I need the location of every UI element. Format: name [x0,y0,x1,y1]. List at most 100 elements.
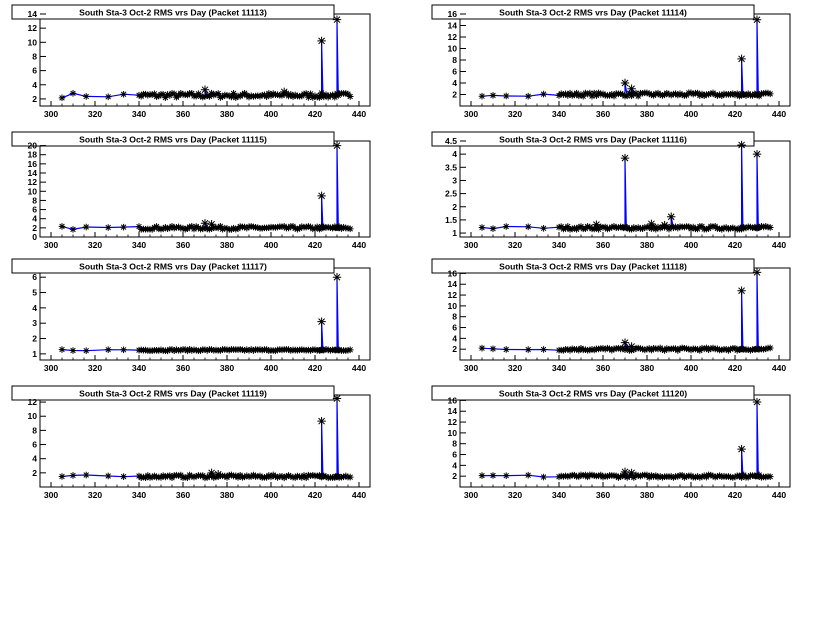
data-point [566,346,574,354]
data-point [203,474,211,481]
data-point [571,224,578,232]
data-point [243,472,251,480]
x-tick-label: 360 [596,240,611,250]
data-point [632,89,640,97]
data-point [575,223,583,231]
data-point [698,344,706,352]
data-point [752,268,762,277]
data-point [707,90,715,97]
data-point [245,347,253,354]
data-point [287,473,295,480]
data-point [694,346,701,353]
data-point [560,473,567,480]
y-tick-label: 14 [447,279,457,289]
data-point [256,346,264,353]
data-point [69,90,77,97]
data-point [687,346,695,354]
data-point [729,90,737,97]
y-tick-label: 8 [452,439,457,449]
y-tick-label: 14 [447,406,457,416]
x-tick-label: 340 [132,490,147,500]
data-point [737,54,746,64]
data-point [201,93,209,100]
data-point [656,473,664,480]
data-point [263,93,270,101]
data-point [727,345,734,353]
x-tick-label: 340 [132,109,147,119]
data-point [162,94,169,101]
data-point [188,473,196,480]
data-point [318,89,325,97]
data-point [327,92,334,99]
data-point [588,92,596,100]
data-point [599,224,607,231]
data-point [729,474,737,481]
chart-title: South Sta-3 Oct-2 RMS vrs Day (Packet 11… [499,8,687,18]
y-tick-label: 6 [32,440,37,450]
data-point [764,89,772,97]
data-point [283,89,290,97]
data-point [317,317,326,326]
data-point [634,92,642,100]
data-point [663,345,671,352]
data-point [647,219,656,229]
y-tick-label: 3.5 [445,162,457,172]
data-point [82,347,90,354]
data-point [104,224,112,231]
chart-title: South Sta-3 Oct-2 RMS vrs Day (Packet 11… [499,135,687,145]
x-tick-label: 380 [640,363,655,373]
series-line [61,277,351,352]
data-point [599,473,607,481]
data-point [667,473,675,480]
data-point [197,347,204,354]
data-point [727,91,734,98]
data-point [151,90,158,98]
data-point [608,346,616,354]
data-point [335,92,342,99]
data-point [140,473,147,481]
data-point [322,346,330,353]
data-point [278,92,286,99]
data-point [200,85,210,94]
data-point [104,93,112,101]
data-point [164,225,171,232]
data-point [298,223,306,230]
data-point [681,474,688,481]
data-point [564,346,572,353]
data-point [703,225,710,233]
data-point [568,345,576,353]
data-point [729,224,737,232]
data-point [731,225,739,232]
data-point [332,394,342,403]
data-point [555,223,563,231]
data-point [186,223,193,231]
data-point [575,92,583,100]
title-box [431,4,755,20]
data-point [620,338,630,347]
title-box [11,4,335,20]
data-point [709,344,717,352]
data-point [760,346,767,353]
data-point [637,472,644,480]
data-point [737,286,746,295]
data-point [159,91,167,98]
data-point [311,92,319,100]
data-point [203,92,211,100]
data-point [104,472,112,480]
data-point [604,225,611,233]
data-point [307,347,314,354]
chart-title: South Sta-3 Oct-2 RMS vrs Day (Packet 11… [79,135,267,145]
data-point [173,346,180,353]
data-point [619,472,627,479]
y-tick-label: 4.5 [445,136,457,146]
data-point [302,223,310,231]
y-tick-label: 2.5 [445,189,457,199]
title-box [11,131,335,147]
data-point [615,474,622,481]
data-point [562,472,569,480]
data-point [241,347,248,354]
data-point [641,346,649,354]
data-point [650,223,657,230]
data-point [241,223,248,231]
